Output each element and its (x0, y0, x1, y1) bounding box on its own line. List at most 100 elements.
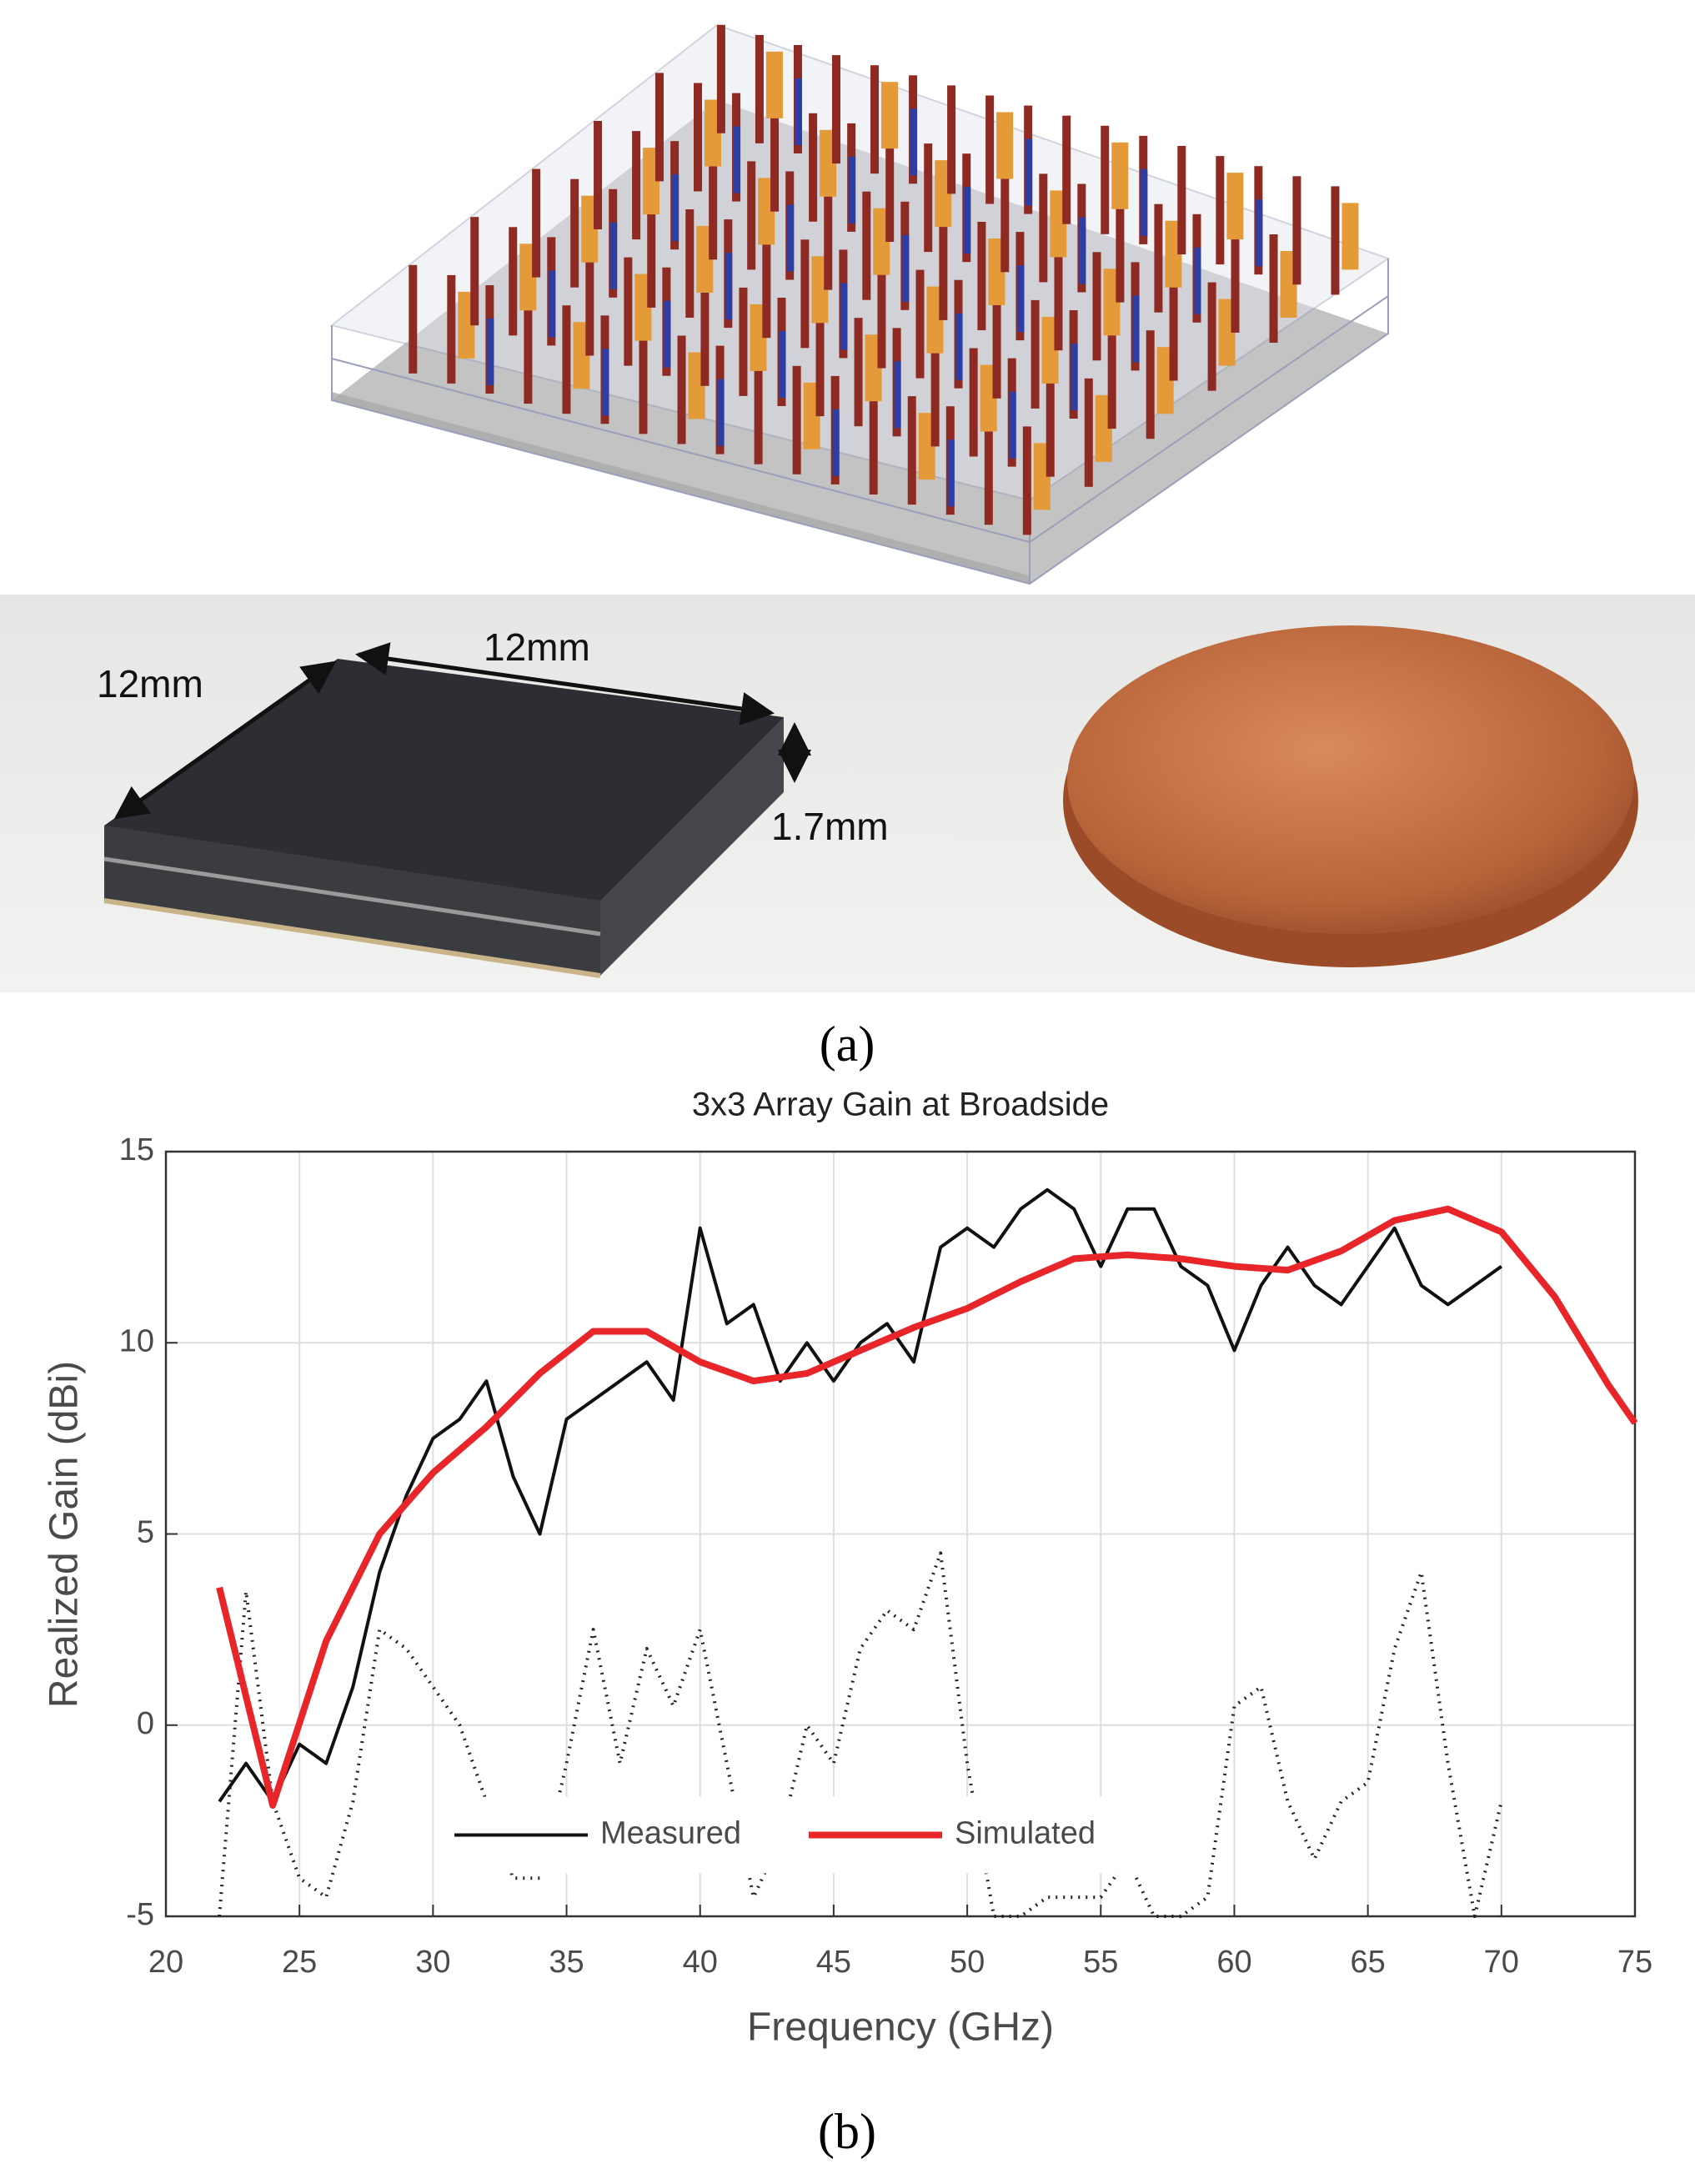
via-post (677, 335, 686, 444)
y-tick-label: -5 (126, 1897, 154, 1932)
probe (1079, 217, 1086, 284)
dimension-label: 12mm (97, 662, 203, 705)
legend-label: Simulated (955, 1816, 1096, 1851)
chip-layer (103, 856, 601, 936)
probe (910, 108, 918, 176)
via-post (470, 217, 479, 326)
via-post (992, 289, 1001, 399)
via-post (947, 85, 956, 194)
x-tick-label: 65 (1350, 1945, 1385, 1980)
via-post (1177, 146, 1186, 254)
probe (1132, 295, 1140, 363)
via-post (1101, 125, 1110, 234)
via-post (1146, 330, 1155, 439)
via-post (924, 143, 933, 253)
coin (1067, 625, 1634, 934)
probe (902, 234, 910, 302)
feed (996, 112, 1014, 179)
feed (1226, 173, 1244, 240)
y-tick-label: 10 (119, 1323, 154, 1358)
x-tick-label: 50 (950, 1945, 985, 1980)
via-post (447, 274, 456, 384)
dimension-arrow (113, 660, 337, 820)
via-post (1207, 282, 1216, 391)
via-post (716, 24, 725, 133)
via-post (694, 83, 703, 192)
y-tick-label: 5 (137, 1515, 154, 1550)
via-post (869, 386, 878, 495)
series-line (216, 1205, 1638, 1809)
x-axis-label: Frequency (GHz) (747, 2006, 1054, 2050)
via-post (709, 151, 718, 260)
via-post (907, 396, 916, 505)
probe (1009, 391, 1016, 459)
probe (610, 222, 618, 289)
x-tick-label: 55 (1083, 1945, 1118, 1980)
probe (664, 300, 671, 368)
via-post (1022, 426, 1031, 535)
via-post (585, 247, 594, 356)
x-tick-label: 40 (683, 1945, 718, 1980)
via-post (831, 55, 840, 164)
via-post (509, 227, 518, 336)
via-post (1116, 193, 1125, 303)
via-post (1046, 368, 1055, 477)
chip-side (600, 717, 784, 976)
via-post (1000, 163, 1010, 273)
probe (487, 319, 494, 385)
via-post (824, 181, 833, 290)
via-post (985, 95, 995, 204)
via-post (409, 264, 418, 374)
via-post (1269, 234, 1278, 343)
x-tick-label: 35 (549, 1945, 584, 1980)
probe (602, 349, 609, 416)
via-post (770, 103, 780, 212)
via-post (969, 348, 978, 457)
chip-side (104, 826, 600, 976)
probe (787, 204, 795, 272)
via-post (747, 161, 756, 270)
probe (964, 187, 971, 254)
probe (849, 156, 856, 223)
via-post (624, 257, 633, 366)
via-post (877, 259, 886, 369)
probe (795, 78, 802, 145)
via-post (654, 73, 664, 182)
caption: (a) (820, 1017, 875, 1072)
dimension-arrow (355, 642, 775, 725)
feed (765, 51, 783, 118)
probe (1026, 138, 1033, 206)
probe (717, 379, 725, 446)
via-post (1331, 186, 1340, 295)
via-post (1092, 252, 1101, 361)
probe (1256, 199, 1263, 267)
chip-layer (103, 898, 601, 978)
y-tick-label: 0 (137, 1706, 154, 1741)
via-post (1039, 173, 1048, 283)
probe (1194, 247, 1201, 314)
antenna-render (329, 23, 1391, 585)
via-post (870, 65, 880, 174)
probe (734, 126, 741, 193)
via-post (1062, 115, 1071, 224)
feed (881, 82, 899, 149)
via-post (1231, 223, 1240, 333)
via-post (854, 318, 863, 427)
probe (672, 174, 680, 242)
y-axis-label: Realized Gain (dBi) (43, 1361, 87, 1708)
x-tick-label: 20 (148, 1945, 183, 1980)
y-tick-label: 15 (119, 1132, 154, 1167)
probe (955, 313, 963, 380)
feed (1341, 203, 1359, 270)
dimension-label: 1.7mm (771, 805, 889, 848)
via-post (1031, 299, 1040, 409)
via-post (862, 191, 871, 300)
via-post (524, 295, 533, 404)
feed (1111, 142, 1129, 209)
series-line (218, 1187, 1502, 1804)
via-post (1292, 176, 1301, 285)
via-post (754, 355, 763, 464)
caption: (b) (818, 2104, 876, 2159)
via-post (800, 239, 810, 349)
via-post (685, 209, 695, 318)
